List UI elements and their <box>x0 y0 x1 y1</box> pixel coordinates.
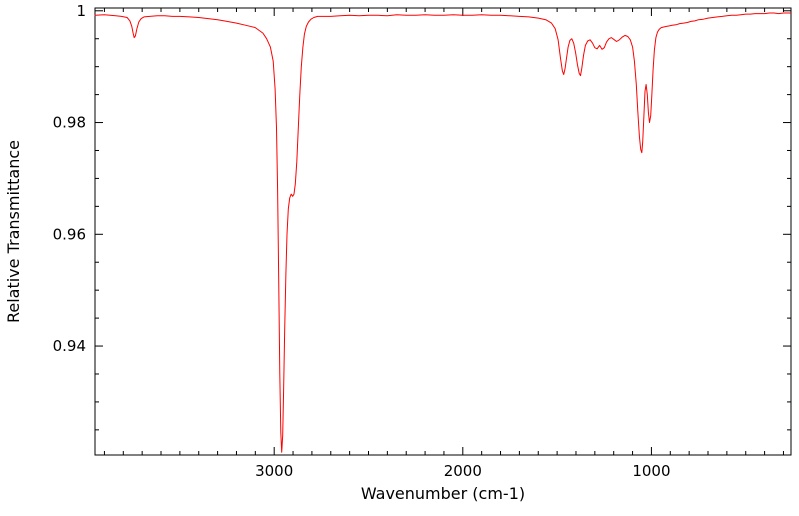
x-tick-label: 3000 <box>255 462 293 480</box>
spectrum-line <box>94 12 792 453</box>
y-tick-label: 1 <box>76 2 86 20</box>
y-tick-label: 0.94 <box>53 337 86 355</box>
x-axis-label: Wavenumber (cm-1) <box>360 484 526 503</box>
x-tick-label: 2000 <box>444 462 482 480</box>
y-axis-label: Relative Transmittance <box>4 139 23 324</box>
x-tick-label: 1000 <box>632 462 670 480</box>
y-tick-label: 0.96 <box>53 225 86 243</box>
y-tick-label: 0.98 <box>53 114 86 132</box>
plot-border <box>94 7 792 456</box>
